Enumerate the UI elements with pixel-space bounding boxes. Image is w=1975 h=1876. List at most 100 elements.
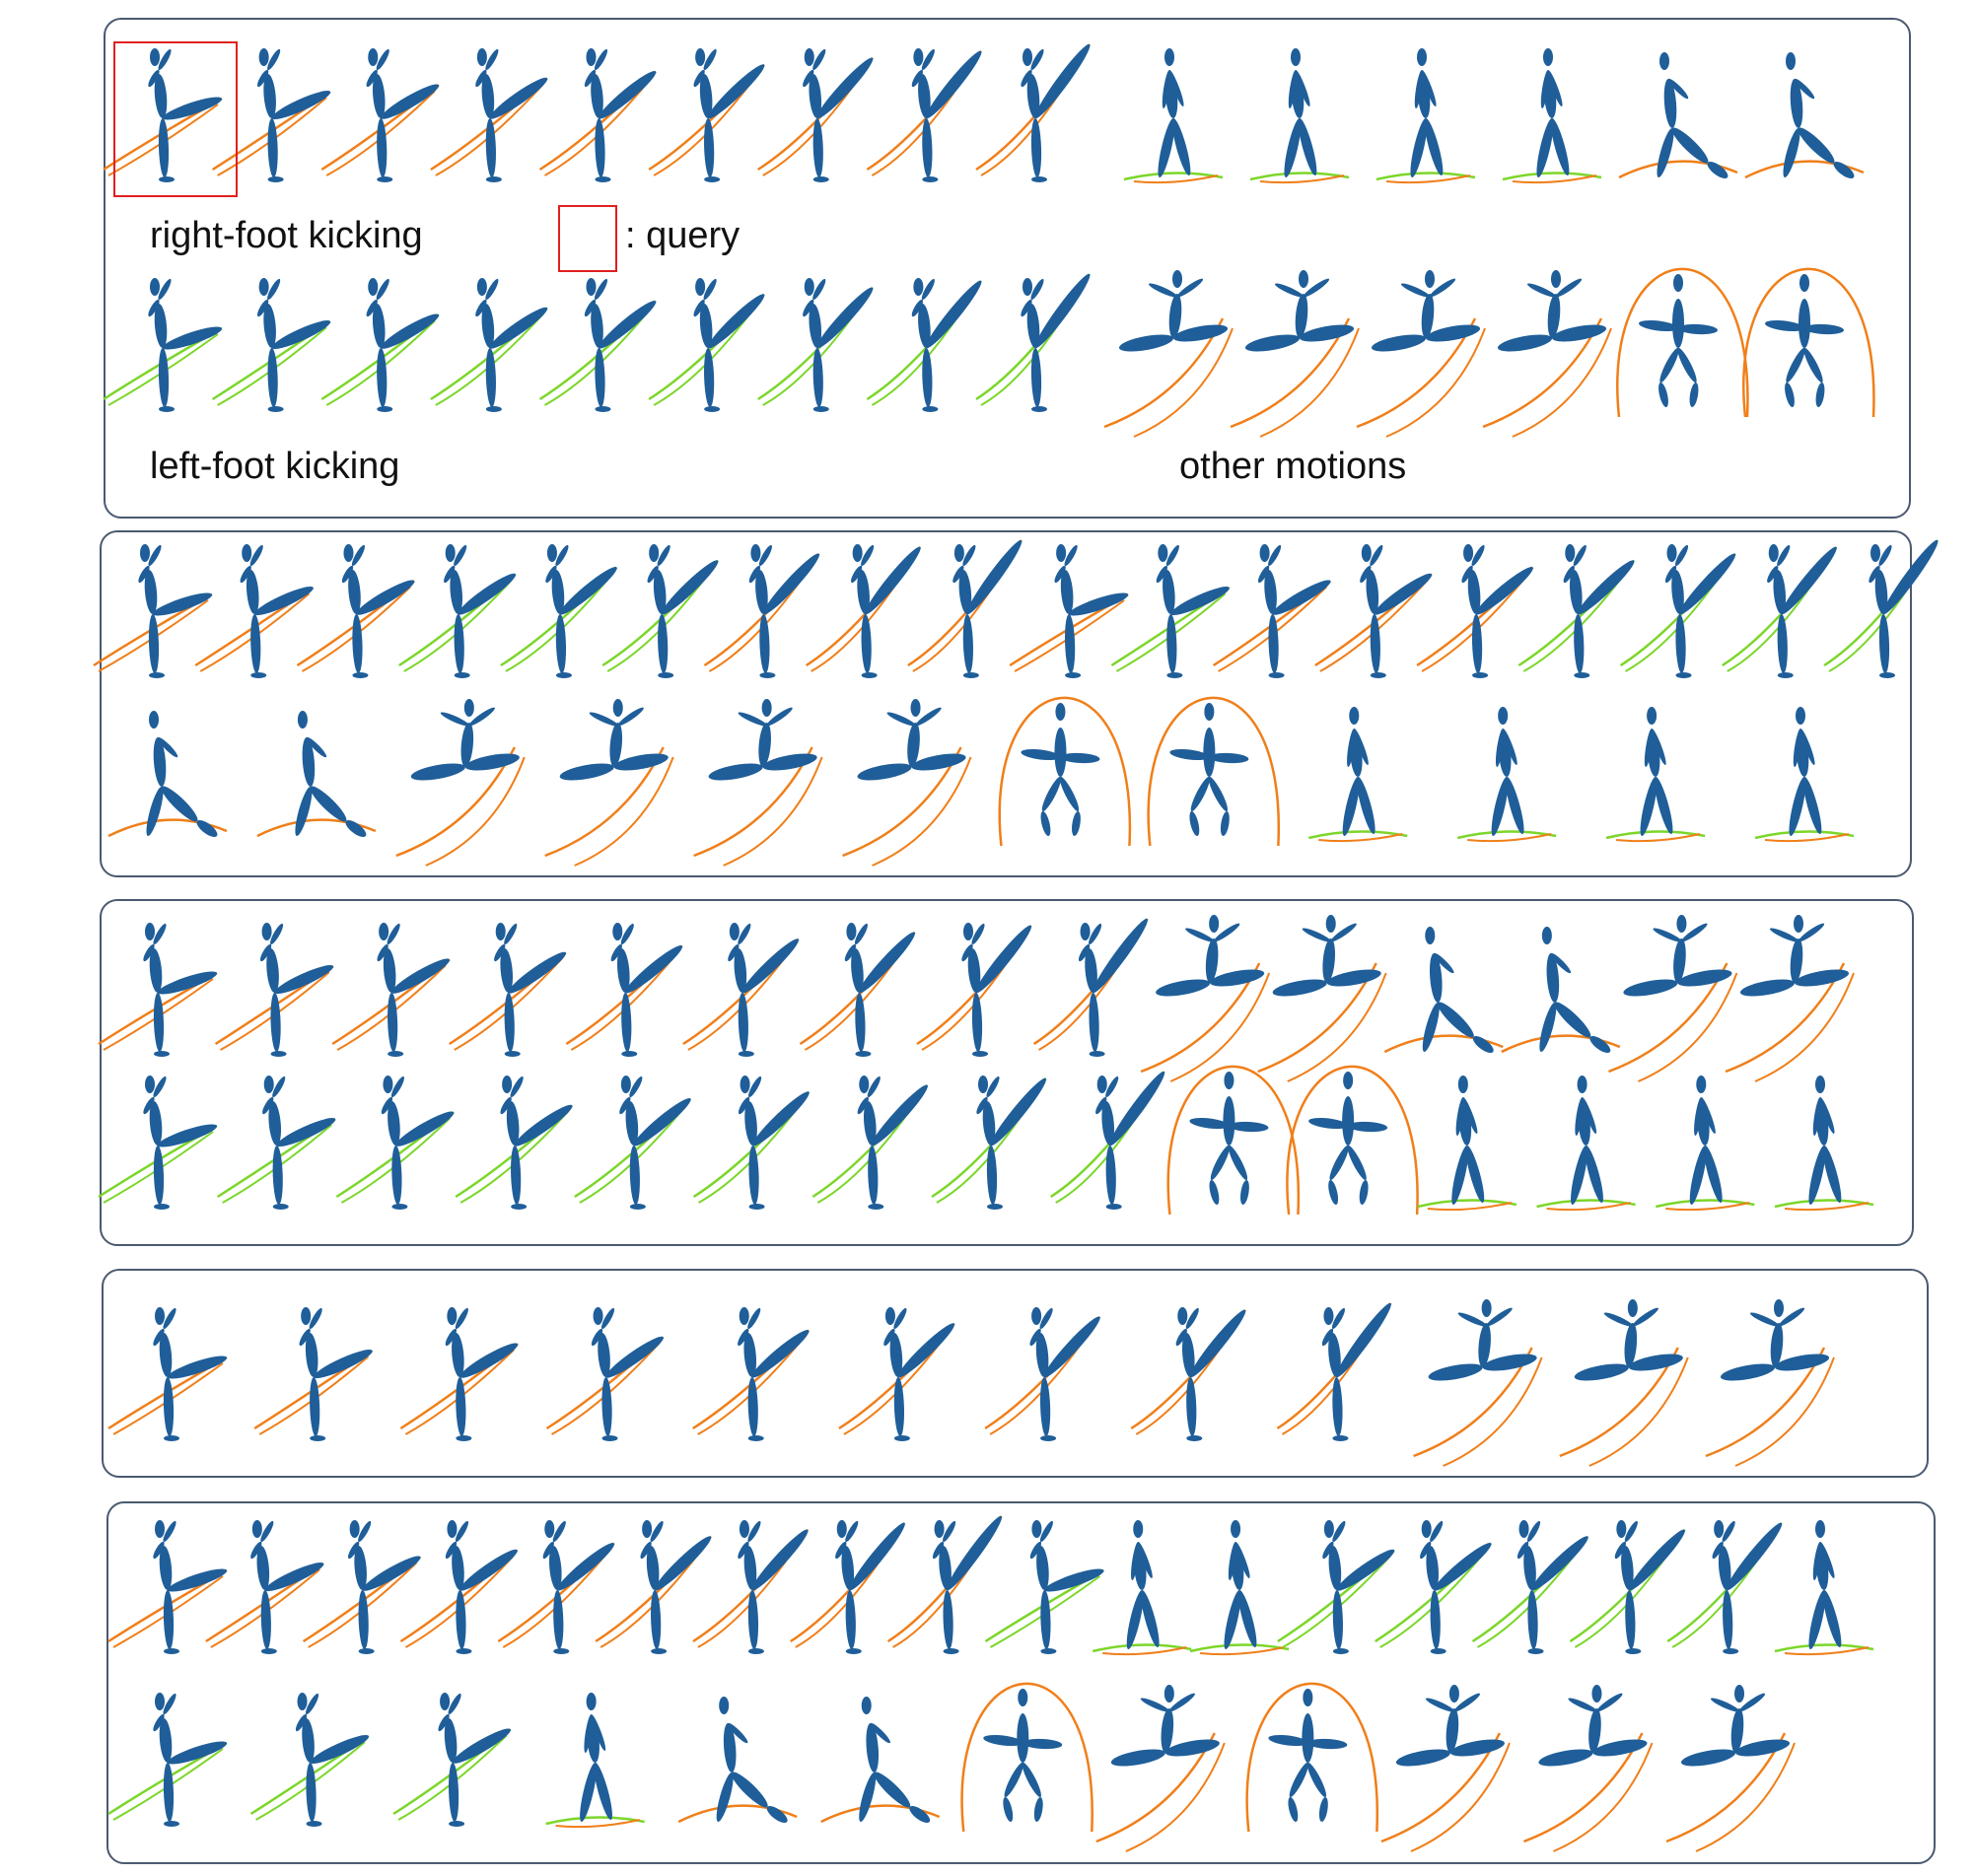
- panel-3-row-2-figure-10: [1166, 1065, 1301, 1216]
- panel-5-row-2-figure-9: [1245, 1682, 1378, 1833]
- panel-4-row-1-figure-4: [545, 1307, 665, 1441]
- panel-3-row-1-figure-14: [1607, 915, 1738, 1082]
- panel-3-row-1-figure-7: [799, 923, 916, 1057]
- panel-3-row-2-figure-2: [217, 1076, 336, 1210]
- panel-1-other-row-2-figure-4: [1482, 270, 1612, 438]
- panel-1-row-2-figure-9: [975, 273, 1092, 412]
- panel-5-row-2-figure-7: [960, 1682, 1093, 1833]
- panel-5-row-2-figure-4: [545, 1693, 645, 1829]
- panel-5-row-2-figure-3: [392, 1693, 512, 1827]
- panel-5-row-1-figure-5: [497, 1520, 615, 1654]
- panel-1-row-1-figure-7: [757, 48, 874, 182]
- panel-5-row-1-figure-7: [692, 1520, 810, 1654]
- panel-2-row-1-figure-13: [1314, 544, 1433, 678]
- panel-2-row-2-figure-12: [1754, 707, 1855, 843]
- panel-3-row-2-figure-5: [574, 1076, 692, 1210]
- panel-1-other-row-2-figure-2: [1230, 270, 1360, 438]
- panel-4-row-1-figure-9: [1276, 1302, 1392, 1441]
- panel-3-row-2-figure-11: [1286, 1065, 1419, 1216]
- panel-3-row-2-figure-4: [455, 1076, 574, 1210]
- panel-2-row-1-figure-16: [1619, 544, 1736, 678]
- panel-4-row-1-figure-1: [107, 1307, 228, 1441]
- panel-3-row-2-figure-8: [931, 1076, 1047, 1210]
- panel-2-row-1-figure-1: [93, 544, 213, 678]
- panel-3-row-1-figure-8: [916, 923, 1032, 1057]
- panel-5-row-2-figure-10: [1380, 1685, 1511, 1852]
- panel-4-row-1-figure-8: [1130, 1307, 1246, 1441]
- panel-1-row-2-figure-3: [320, 278, 440, 412]
- panel-4-row-1-figure-6: [838, 1307, 955, 1441]
- panel-3-row-2-figure-9: [1050, 1071, 1165, 1210]
- panel-5-row-1-figure-11: [1092, 1520, 1192, 1656]
- panel-3-row-2-figure-3: [335, 1076, 455, 1210]
- panel-3-row-1-figure-15: [1725, 915, 1855, 1082]
- panel-3-row-1-figure-3: [331, 923, 451, 1057]
- panel-1-other-row-2-figure-1: [1103, 270, 1234, 438]
- panel-4-row-1-figure-10: [1413, 1299, 1543, 1467]
- panel-5-row-2-figure-6: [820, 1697, 941, 1824]
- panel-4-row-1-figure-2: [253, 1307, 374, 1441]
- query-legend-box: [558, 205, 617, 272]
- panel-3-row-1-figure-1: [98, 923, 218, 1057]
- panel-4-row-1-figure-12: [1705, 1299, 1835, 1467]
- panel-1-row-1-figure-9: [975, 43, 1092, 182]
- panel-3-row-1-figure-13: [1501, 927, 1621, 1054]
- panel-1-row-2-figure-7: [757, 278, 874, 412]
- panel-1-other-row-1-figure-5: [1618, 52, 1738, 179]
- panel-4: [102, 1269, 1929, 1478]
- panel-5-row-1-figure-18: [1774, 1520, 1874, 1656]
- right-foot-kicking-label: right-foot kicking: [150, 215, 423, 256]
- panel-1-row-2-figure-4: [430, 278, 548, 412]
- panel-3-row-1-figure-12: [1383, 927, 1504, 1054]
- panel-5-row-2-figure-1: [107, 1693, 228, 1827]
- panel-1-row-1-figure-3: [320, 48, 440, 182]
- panel-2-row-2-figure-2: [256, 711, 377, 838]
- panel-5-row-1-figure-16: [1569, 1520, 1686, 1654]
- panel-3-row-1-figure-11: [1257, 915, 1387, 1082]
- panel-5-row-2-figure-8: [1095, 1685, 1226, 1852]
- panel-1-other-row-2-figure-6: [1742, 267, 1875, 418]
- panel-1-other-row-1-figure-4: [1502, 48, 1602, 184]
- panel-2-row-1-figure-18: [1823, 539, 1940, 678]
- panel-2-row-1-figure-17: [1722, 544, 1838, 678]
- panel-5-row-1-figure-15: [1471, 1520, 1589, 1654]
- panel-1-row-2-figure-5: [538, 278, 657, 412]
- panel-2-row-1-figure-5: [500, 544, 618, 678]
- query-label: : query: [625, 215, 741, 256]
- panel-4-row-1-figure-11: [1559, 1299, 1689, 1467]
- panel-1-other-row-2-figure-3: [1356, 270, 1486, 438]
- panel-2-row-2-figure-7: [998, 696, 1132, 847]
- panel-3-row-2-figure-14: [1655, 1076, 1755, 1212]
- panel-1-row-2-figure-2: [211, 278, 331, 412]
- panel-2-row-1-figure-14: [1416, 544, 1534, 678]
- panel-2-row-1-figure-10: [1009, 544, 1129, 678]
- panel-5-row-1-figure-9: [886, 1515, 1003, 1654]
- panel-2-row-2-figure-11: [1605, 707, 1706, 843]
- panel-2-row-2-figure-9: [1307, 707, 1408, 843]
- panel-5-row-1-figure-4: [399, 1520, 519, 1654]
- panel-2-row-1-figure-9: [907, 539, 1023, 678]
- panel-2-row-1-figure-3: [296, 544, 415, 678]
- panel-2-row-2-figure-1: [107, 711, 228, 838]
- panel-1-row-1-figure-8: [866, 48, 983, 182]
- panel-1-other-row-1-figure-3: [1375, 48, 1476, 184]
- panel-1-other-row-1-figure-1: [1123, 48, 1224, 184]
- panel-5-row-1-figure-1: [107, 1520, 228, 1654]
- panel-1-row-2-figure-1: [103, 278, 223, 412]
- panel-3-row-1-figure-6: [682, 923, 800, 1057]
- panel-3-row-2-figure-1: [98, 1076, 218, 1210]
- panel-1-row-1-figure-2: [211, 48, 331, 182]
- panel-5-row-2-figure-12: [1665, 1685, 1796, 1852]
- panel-2-row-2-figure-8: [1147, 696, 1280, 847]
- panel-3-row-1-figure-10: [1140, 915, 1271, 1082]
- panel-5-row-1-figure-13: [1277, 1520, 1395, 1654]
- panel-3-row-2-figure-13: [1536, 1076, 1636, 1212]
- panel-3-row-1-figure-5: [565, 923, 683, 1057]
- left-foot-kicking-label: left-foot kicking: [150, 446, 400, 487]
- panel-5-row-1-figure-10: [984, 1520, 1105, 1654]
- panel-1-row-1-figure-6: [648, 48, 765, 182]
- panel-5-row-2-figure-2: [249, 1693, 370, 1827]
- panel-2-row-1-figure-6: [601, 544, 719, 678]
- panel-3-row-2-figure-7: [811, 1076, 929, 1210]
- panel-5-row-2-figure-5: [677, 1697, 798, 1824]
